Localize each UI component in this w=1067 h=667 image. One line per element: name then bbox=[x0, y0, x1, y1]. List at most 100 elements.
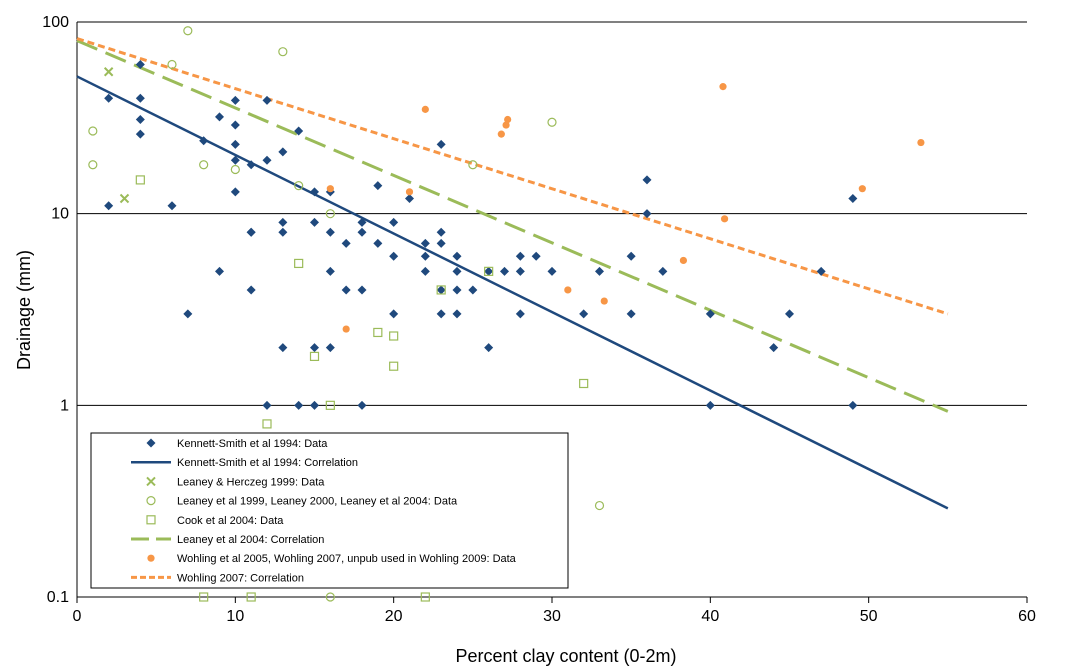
data-point-series-4 bbox=[420, 592, 430, 602]
data-point-series-0 bbox=[848, 400, 858, 410]
legend-entry-label: Leaney & Herczeg 1999: Data bbox=[177, 476, 325, 488]
data-point-series-0 bbox=[500, 266, 509, 276]
data-point-series-0 bbox=[310, 187, 319, 197]
data-point-series-0 bbox=[262, 95, 272, 105]
data-point-series-4 bbox=[262, 419, 272, 429]
data-point-series-0 bbox=[484, 266, 494, 276]
legend-entry-label: Leaney et al 1999, Leaney 2000, Leaney e… bbox=[177, 496, 458, 508]
legend-entry-label: Kennett-Smith et al 1994: Data bbox=[177, 438, 328, 450]
data-point-series-0 bbox=[515, 266, 525, 276]
data-point-series-0 bbox=[294, 400, 304, 410]
data-point-series-0 bbox=[484, 343, 494, 353]
legend-box bbox=[90, 432, 569, 589]
data-point-series-0 bbox=[389, 309, 399, 319]
data-point-series-0 bbox=[262, 155, 272, 165]
data-point-series-0 bbox=[642, 175, 652, 185]
data-point-series-0 bbox=[405, 193, 414, 203]
x-tick-label: 50 bbox=[860, 608, 878, 625]
data-point-series-0 bbox=[658, 266, 668, 276]
data-point-series-0 bbox=[705, 400, 715, 410]
data-point-series-0 bbox=[452, 251, 462, 261]
data-point-series-0 bbox=[816, 266, 826, 276]
data-point-series-0 bbox=[246, 160, 256, 170]
data-point-series-0 bbox=[436, 227, 446, 237]
data-point-series-6 bbox=[342, 325, 350, 333]
data-point-series-4 bbox=[389, 361, 399, 371]
data-point-series-0 bbox=[357, 227, 367, 237]
data-point-series-2 bbox=[119, 193, 130, 204]
data-point-series-0 bbox=[310, 400, 319, 410]
data-point-series-6 bbox=[504, 115, 512, 124]
data-point-series-6 bbox=[858, 185, 866, 193]
legend-entry-label: Wohling 2007: Correlation bbox=[177, 572, 304, 584]
data-point-series-0 bbox=[215, 112, 224, 122]
data-point-series-3 bbox=[325, 209, 335, 219]
data-point-series-0 bbox=[626, 309, 636, 319]
legend-entry-label: Cook et al 2004: Data bbox=[177, 515, 284, 527]
data-point-series-6 bbox=[600, 297, 608, 305]
data-point-series-3 bbox=[230, 164, 240, 175]
data-point-series-0 bbox=[389, 217, 399, 227]
data-point-series-0 bbox=[262, 400, 272, 410]
data-point-series-0 bbox=[436, 285, 446, 295]
data-point-series-3 bbox=[167, 59, 177, 70]
data-point-series-4 bbox=[135, 175, 145, 185]
data-point-series-3 bbox=[278, 47, 288, 57]
data-point-series-3 bbox=[88, 160, 98, 170]
data-point-series-0 bbox=[515, 309, 525, 319]
data-point-series-0 bbox=[357, 285, 367, 295]
data-point-series-0 bbox=[452, 309, 462, 319]
data-point-series-0 bbox=[785, 309, 794, 319]
data-point-series-0 bbox=[436, 309, 446, 319]
data-point-series-0 bbox=[357, 217, 367, 227]
data-point-series-0 bbox=[246, 227, 256, 237]
legend-marker-symbol bbox=[146, 515, 156, 525]
legend: Kennett-Smith et al 1994: Data Kennett-Sm… bbox=[90, 432, 569, 589]
data-point-series-6 bbox=[917, 138, 925, 147]
data-point-series-0 bbox=[135, 60, 145, 70]
data-point-series-0 bbox=[230, 95, 240, 105]
data-point-series-0 bbox=[595, 266, 604, 276]
data-point-series-6 bbox=[564, 286, 572, 294]
data-point-series-3 bbox=[199, 160, 209, 170]
data-point-series-0 bbox=[135, 114, 145, 124]
data-point-series-3 bbox=[468, 160, 478, 170]
data-point-series-3 bbox=[88, 126, 98, 136]
data-point-series-0 bbox=[246, 285, 256, 295]
data-point-series-0 bbox=[579, 309, 589, 319]
data-points bbox=[88, 26, 925, 602]
data-point-series-0 bbox=[325, 227, 335, 237]
x-tick-label: 30 bbox=[543, 608, 561, 625]
data-point-series-0 bbox=[420, 251, 430, 261]
legend-entry-label: Leaney et al 2004: Correlation bbox=[177, 534, 324, 546]
data-point-series-0 bbox=[515, 251, 525, 261]
data-point-series-0 bbox=[278, 217, 288, 227]
data-point-series-0 bbox=[769, 343, 779, 353]
data-point-series-2 bbox=[103, 67, 114, 77]
y-tick-label: 1 bbox=[60, 397, 69, 414]
data-point-series-0 bbox=[278, 227, 288, 237]
data-point-series-3 bbox=[325, 592, 335, 602]
legend-marker-symbol bbox=[146, 476, 156, 487]
data-point-series-4 bbox=[436, 285, 446, 295]
data-point-series-0 bbox=[183, 309, 193, 319]
data-point-series-4 bbox=[294, 258, 304, 269]
data-point-series-0 bbox=[848, 193, 858, 203]
y-tick-label: 10 bbox=[51, 206, 69, 223]
data-point-series-6 bbox=[497, 130, 505, 138]
data-point-series-6 bbox=[421, 105, 429, 113]
correlation-line-7 bbox=[76, 37, 949, 316]
data-point-series-4 bbox=[484, 266, 494, 276]
data-point-series-0 bbox=[199, 136, 209, 146]
data-point-series-0 bbox=[215, 266, 224, 276]
axes bbox=[76, 22, 1028, 603]
data-point-series-0 bbox=[373, 238, 383, 248]
data-point-series-0 bbox=[357, 400, 367, 410]
data-point-series-0 bbox=[325, 343, 335, 353]
data-point-series-0 bbox=[436, 238, 446, 248]
tick-labels: 0.1 1 10 100 0 10 20 30 40 50 60 bbox=[42, 14, 1036, 625]
data-point-series-0 bbox=[547, 266, 557, 276]
data-point-series-0 bbox=[452, 266, 462, 276]
data-point-series-0 bbox=[230, 187, 240, 197]
data-point-series-4 bbox=[389, 331, 399, 341]
